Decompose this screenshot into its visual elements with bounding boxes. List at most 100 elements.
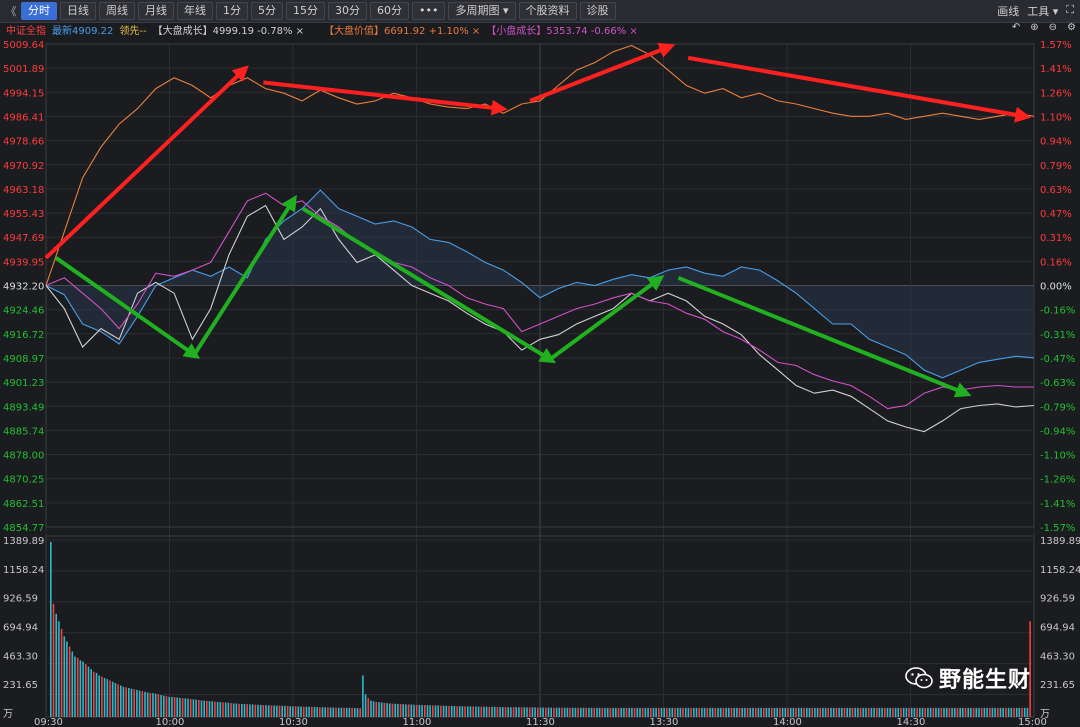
tab-yearly[interactable]: 年线: [177, 2, 213, 20]
volume-bar: [617, 707, 620, 717]
undo-icon[interactable]: ↶: [1011, 22, 1021, 33]
volume-bar: [779, 707, 781, 717]
volume-bar: [520, 707, 523, 717]
volume-bar: [655, 707, 657, 717]
volume-bar: [814, 707, 816, 717]
latest-value: 最新4909.22: [52, 25, 114, 37]
volume-bar: [590, 707, 593, 717]
volume-bar: [125, 687, 127, 717]
volume-bar: [335, 707, 337, 717]
volume-bar: [512, 707, 515, 717]
volume-bar: [340, 707, 343, 717]
volume-bar: [959, 707, 961, 717]
tab-15min[interactable]: 15分: [286, 2, 325, 20]
more-periods-button[interactable]: •••: [412, 2, 446, 20]
volume-bar: [916, 707, 918, 717]
volume-tick-label: 万: [1040, 709, 1050, 720]
volume-bar: [82, 661, 84, 717]
tab-intraday[interactable]: 分时: [21, 2, 57, 20]
volume-bar: [507, 707, 509, 717]
volume-bar: [477, 706, 480, 717]
volume-bar: [986, 707, 988, 717]
tab-1min[interactable]: 1分: [216, 2, 248, 20]
volume-bar: [881, 707, 883, 717]
volume-bar: [639, 707, 641, 717]
settings-icon[interactable]: ⚙: [1067, 22, 1076, 33]
legend-large-growth[interactable]: 【大盘成长】4999.19 -0.78% ×: [152, 25, 305, 37]
volume-bar: [224, 702, 227, 717]
volume-bar: [219, 702, 222, 717]
volume-bar: [970, 707, 972, 717]
volume-tick-label: 926.59: [3, 594, 38, 605]
volume-bar: [518, 707, 520, 717]
volume-bar: [243, 704, 246, 717]
volume-bar: [200, 700, 203, 717]
volume-bar: [919, 707, 921, 717]
price-tick-label: 4939.95: [3, 257, 44, 268]
price-tick-label: 4970.92: [3, 161, 44, 172]
volume-bar: [235, 703, 238, 717]
volume-bar: [168, 696, 170, 717]
volume-bar: [152, 693, 154, 717]
volume-bar: [741, 707, 743, 717]
volume-bar: [701, 707, 703, 717]
volume-bar: [136, 689, 138, 717]
volume-bar: [313, 706, 316, 717]
legend-large-value[interactable]: 【大盘价值】6691.92 +1.10% ×: [324, 25, 481, 37]
price-tick-label: 5001.89: [3, 64, 44, 75]
pct-tick-label: -0.63%: [1040, 378, 1075, 389]
volume-bar: [964, 707, 967, 717]
volume-bar: [437, 705, 439, 717]
volume-bar: [418, 704, 421, 717]
volume-bar: [321, 707, 324, 717]
multi-period-dropdown[interactable]: 多周期图 ▾: [448, 2, 516, 20]
back-icon[interactable]: 《: [5, 5, 17, 18]
pct-tick-label: -0.47%: [1040, 354, 1075, 365]
volume-bar: [273, 705, 275, 717]
tab-daily[interactable]: 日线: [60, 2, 96, 20]
volume-bar: [189, 699, 192, 717]
volume-bar: [994, 707, 996, 717]
volume-bar: [157, 694, 160, 717]
volume-bar: [192, 699, 195, 717]
legend-small-growth[interactable]: 【小盘成长】5353.74 -0.66% ×: [486, 25, 638, 37]
fullscreen-icon[interactable]: ⛶: [1066, 3, 1074, 16]
pct-tick-label: 1.10%: [1040, 112, 1072, 123]
volume-bar: [467, 706, 469, 717]
tab-5min[interactable]: 5分: [251, 2, 283, 20]
zoom-in-icon[interactable]: ⊕: [1030, 22, 1039, 33]
volume-bar: [445, 705, 448, 717]
index-area: [46, 190, 1034, 378]
volume-bar: [827, 707, 830, 717]
pct-tick-label: -1.10%: [1040, 451, 1075, 462]
zoom-out-icon[interactable]: ⊖: [1048, 22, 1058, 33]
volume-bar: [90, 669, 92, 717]
draw-line-button[interactable]: 画线: [997, 5, 1020, 18]
watermark-text: 野能生财: [939, 668, 1032, 693]
volume-bar: [967, 707, 969, 717]
price-tick-label: 4924.46: [3, 306, 44, 317]
volume-bar: [644, 707, 647, 717]
volume-bar: [475, 706, 477, 717]
volume-tick-label: 1158.24: [3, 565, 44, 576]
diagnose-button[interactable]: 诊股: [579, 2, 616, 20]
tab-monthly[interactable]: 月线: [138, 2, 174, 20]
volume-bar: [526, 707, 528, 717]
volume-bar: [940, 707, 943, 717]
volume-bar: [978, 707, 980, 717]
intraday-chart[interactable]: 5009.64 5001.89 4994.15 4986.41 4978.66 4970.…: [0, 36, 1080, 727]
tools-dropdown[interactable]: 工具 ▾: [1027, 5, 1059, 18]
tab-60min[interactable]: 60分: [370, 2, 409, 20]
tab-30min[interactable]: 30分: [328, 2, 367, 20]
volume-bar: [746, 707, 749, 717]
tab-weekly[interactable]: 周线: [99, 2, 135, 20]
volume-bar: [876, 707, 878, 717]
volume-bar: [329, 707, 332, 717]
volume-bar: [956, 707, 959, 717]
stock-info-button[interactable]: 个股资料: [518, 2, 577, 20]
volume-bar: [951, 707, 953, 717]
volume-bar: [910, 707, 913, 717]
pct-tick-label: 0.00%: [1040, 282, 1072, 293]
volume-bar: [808, 707, 811, 717]
volume-bar: [894, 707, 897, 717]
